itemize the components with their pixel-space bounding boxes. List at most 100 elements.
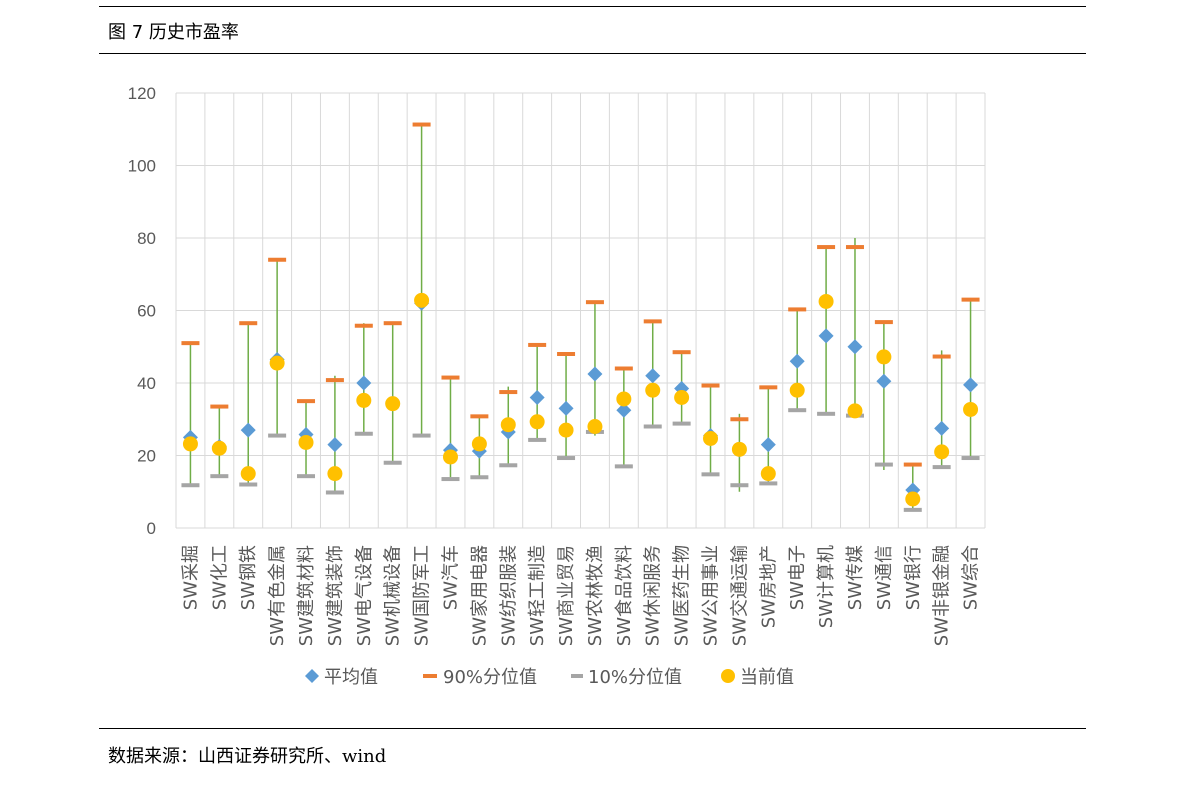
category-label: SW建筑装饰	[325, 545, 346, 646]
category-label: SW家用电器	[469, 545, 490, 646]
current-marker	[645, 382, 661, 398]
legend-p90-marker	[423, 674, 437, 678]
y-tick-label: 60	[137, 302, 156, 321]
category-label: SW非银金融	[932, 545, 953, 646]
p10-marker	[817, 411, 836, 416]
category-label: SW银行	[903, 545, 924, 610]
p10-marker	[354, 431, 373, 436]
category-label: SW电子	[787, 545, 808, 610]
category-label: SW汽车	[440, 545, 461, 610]
figure-title: 图 7 历史市盈率	[108, 22, 239, 43]
current-marker	[471, 436, 487, 452]
current-marker	[529, 414, 545, 430]
p90-marker	[903, 462, 922, 467]
category-label: SW机械设备	[383, 545, 404, 646]
current-marker	[789, 382, 805, 398]
current-marker	[934, 444, 950, 460]
current-marker	[963, 401, 979, 417]
avg-marker	[963, 377, 979, 393]
source-note: 数据来源：山西证券研究所、wind	[108, 746, 387, 767]
avg-marker	[587, 366, 603, 382]
title-rule	[99, 53, 1086, 54]
current-marker	[442, 449, 458, 465]
avg-marker	[645, 368, 661, 384]
p10-marker	[730, 483, 749, 488]
category-label: SW采掘	[180, 545, 201, 610]
p10-marker	[932, 465, 951, 470]
p90-marker	[239, 321, 258, 326]
p90-marker	[470, 414, 489, 419]
p10-marker	[614, 464, 633, 469]
category-label: SW纺织服装	[498, 545, 519, 646]
current-marker	[500, 417, 516, 433]
current-marker	[385, 396, 401, 412]
category-label: SW食品饮料	[614, 545, 635, 646]
current-marker	[211, 440, 227, 456]
legend-p90-label: 90%分位值	[443, 667, 537, 688]
current-marker	[616, 391, 632, 407]
avg-marker	[558, 400, 574, 416]
p10-marker	[874, 462, 893, 467]
p10-marker	[701, 472, 720, 477]
current-marker	[558, 422, 574, 438]
p90-marker	[528, 342, 547, 347]
category-label: SW公用事业	[701, 545, 722, 646]
category-label: SW休闲服务	[643, 545, 664, 646]
current-marker	[876, 349, 892, 365]
p10-marker	[441, 477, 460, 482]
legend-current-label: 当前值	[740, 667, 794, 688]
p10-marker	[383, 460, 402, 465]
category-label: SW钢铁	[238, 545, 259, 610]
avg-marker	[356, 375, 372, 391]
p90-marker	[672, 350, 691, 355]
category-label: SW房地产	[758, 545, 779, 628]
legend-current-marker	[721, 669, 735, 683]
category-label: SW传媒	[845, 545, 866, 610]
category-label: SW建筑材料	[296, 545, 317, 646]
p10-marker	[759, 481, 778, 486]
category-label: SW农林牧渔	[585, 545, 606, 646]
p10-marker	[325, 490, 344, 495]
p10-marker	[499, 463, 518, 468]
p90-marker	[701, 383, 720, 388]
avg-marker	[760, 437, 776, 453]
avg-marker	[818, 328, 834, 344]
p90-marker	[268, 257, 287, 262]
legend-avg-label: 平均值	[324, 667, 378, 688]
current-marker	[847, 403, 863, 419]
p90-marker	[817, 245, 836, 250]
p10-marker	[643, 424, 662, 429]
category-label: SW商业贸易	[556, 545, 577, 646]
category-label: SW国防军工	[412, 545, 433, 646]
category-label: SW电气设备	[354, 545, 375, 646]
p10-marker	[268, 433, 287, 438]
p90-marker	[730, 417, 749, 422]
p90-marker	[181, 341, 200, 346]
current-marker	[182, 436, 198, 452]
current-marker	[269, 355, 285, 371]
legend-p10-label: 10%分位值	[588, 667, 682, 688]
current-marker	[818, 293, 834, 309]
category-label: SW化工	[209, 545, 230, 610]
p10-marker	[788, 408, 807, 413]
current-marker	[356, 392, 372, 408]
p90-marker	[412, 122, 431, 127]
p90-marker	[325, 378, 344, 383]
y-tick-label: 100	[128, 157, 156, 176]
p90-marker	[210, 404, 229, 409]
bottom-rule	[99, 728, 1086, 729]
avg-marker	[934, 420, 950, 436]
current-marker	[905, 491, 921, 507]
y-tick-label: 0	[147, 519, 156, 538]
y-tick-label: 40	[137, 374, 156, 393]
category-label: SW通信	[874, 545, 895, 610]
p10-marker	[903, 507, 922, 512]
avg-marker	[616, 402, 632, 418]
p90-marker	[874, 320, 893, 325]
p10-marker	[961, 456, 980, 461]
category-label: SW交通运输	[729, 545, 750, 646]
current-marker	[703, 430, 719, 446]
p10-marker	[557, 456, 576, 461]
p90-marker	[961, 297, 980, 302]
